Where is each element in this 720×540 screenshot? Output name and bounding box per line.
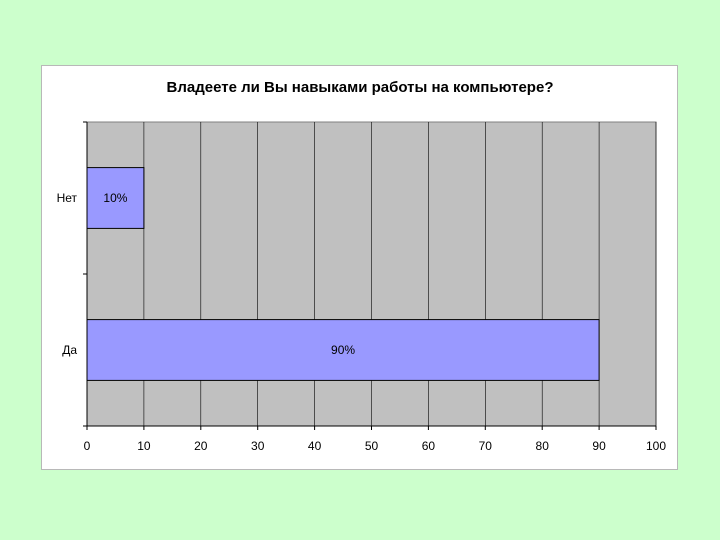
category-label-2: Да [62, 343, 77, 357]
x-tick-label-2: 20 [194, 439, 208, 453]
data-label-1: 10% [103, 191, 127, 205]
x-tick-label-3: 30 [251, 439, 265, 453]
category-label-1: Нет [57, 191, 78, 205]
chart-title: Владеете ли Вы навыками работы на компью… [166, 79, 554, 96]
x-tick-label-9: 90 [592, 439, 606, 453]
x-tick-label-10: 100 [646, 439, 666, 453]
x-tick-label-8: 80 [536, 439, 550, 453]
x-tick-label-0: 0 [84, 439, 91, 453]
x-tick-label-4: 40 [308, 439, 322, 453]
x-tick-label-5: 50 [365, 439, 379, 453]
x-tick-label-1: 10 [137, 439, 151, 453]
bar-2 [86, 319, 600, 381]
bar-1 [86, 167, 145, 229]
data-label-2: 90% [331, 343, 355, 357]
x-tick-label-6: 60 [422, 439, 436, 453]
x-tick-label-7: 70 [479, 439, 493, 453]
